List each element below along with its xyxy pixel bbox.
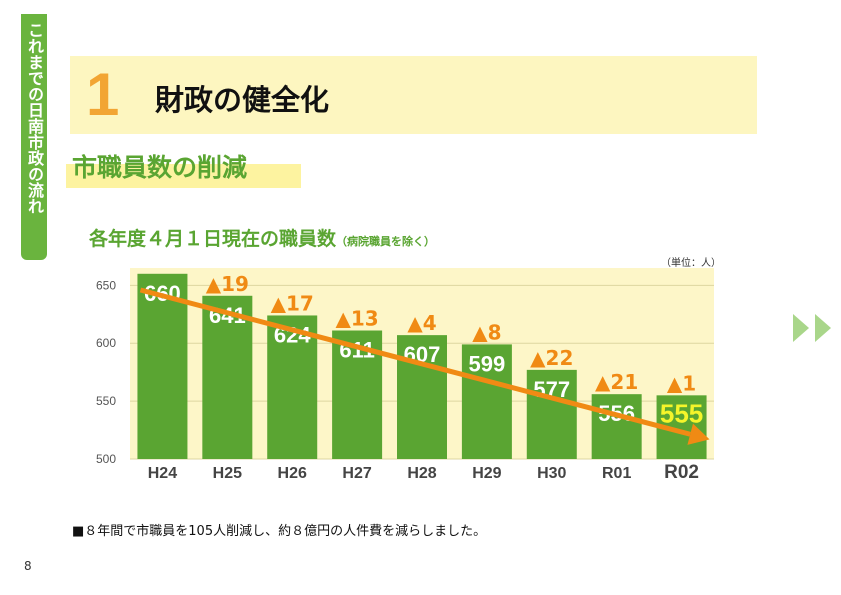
change-label: ▲4 [407, 311, 436, 335]
page-title: 財政の健全化 [155, 83, 330, 117]
y-tick-label: 600 [96, 336, 116, 350]
side-tab: これまでの日南市政の流れ [21, 14, 47, 260]
subheading: 市職員数の削減 [72, 153, 248, 182]
y-tick-label: 650 [96, 278, 116, 292]
section-number: 1 [86, 61, 120, 128]
change-label: ▲1 [667, 371, 696, 395]
bar [526, 369, 577, 459]
chart-unit: （単位：人） [661, 258, 721, 269]
bar [202, 295, 253, 459]
bar [591, 394, 642, 459]
change-label: ▲19 [206, 272, 249, 296]
x-tick-label: H27 [342, 465, 371, 482]
bar [461, 344, 512, 459]
page-number: 8 [24, 559, 32, 573]
next-page-icon[interactable] [793, 314, 837, 342]
trend-arrow-head [687, 423, 710, 445]
subheading-highlight [66, 164, 301, 188]
title-band [70, 56, 757, 134]
side-tab-label: これまでの日南市政の流れ [25, 22, 44, 214]
x-tick-label: H30 [537, 465, 566, 482]
chart-title-main: 各年度４月１日現在の職員数 [89, 228, 337, 250]
y-tick-label: 550 [96, 394, 116, 408]
x-tick-label: H25 [213, 465, 242, 482]
x-tick-label: R01 [602, 465, 631, 482]
bar [267, 315, 318, 459]
change-label: ▲8 [472, 320, 501, 344]
chart-subtitle: （病院職員を除く） [336, 235, 436, 248]
bar [137, 273, 188, 459]
x-tick-label: H24 [148, 465, 177, 482]
x-tick-label: H28 [407, 465, 436, 482]
chart-title: 各年度４月１日現在の職員数（病院職員を除く） [89, 225, 435, 256]
trend-arrow-line [139, 287, 691, 437]
change-label: ▲21 [595, 370, 638, 394]
bar-value-label: 555 [660, 398, 703, 428]
y-tick-label: 500 [96, 452, 116, 466]
footnote: ■８年間で市職員を105人削減し、約８億円の人件費を減らしました。 [72, 524, 487, 539]
change-label: ▲13 [336, 307, 379, 331]
x-tick-label: H26 [278, 465, 307, 482]
bar [397, 335, 447, 459]
change-label: ▲17 [271, 291, 314, 315]
x-tick-label: R02 [664, 462, 699, 483]
bar-value-label: 599 [469, 351, 506, 376]
x-tick-label: H29 [472, 465, 501, 482]
change-label: ▲22 [530, 346, 573, 370]
